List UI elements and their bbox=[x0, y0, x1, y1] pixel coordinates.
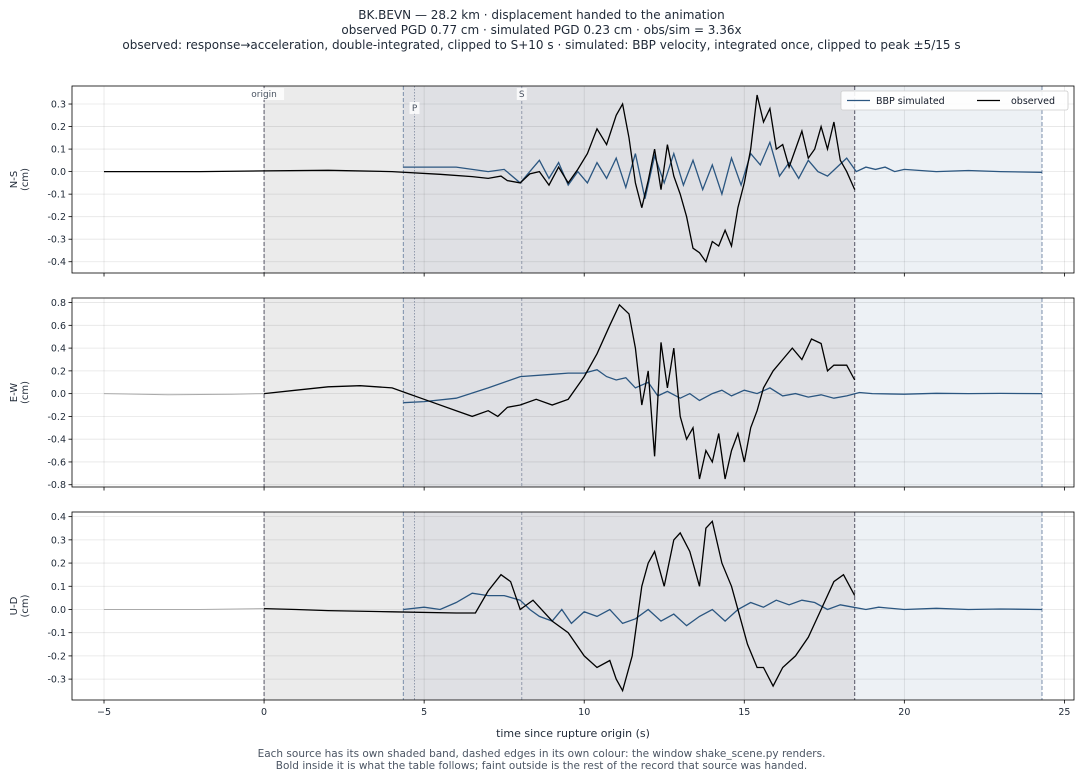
y-axis-label: N-S bbox=[9, 171, 20, 188]
y-tick-label: 0.2 bbox=[51, 366, 66, 377]
x-tick-label: 25 bbox=[1058, 707, 1070, 718]
panel-frame bbox=[71, 85, 1075, 274]
y-tick-label: 0.0 bbox=[51, 605, 66, 616]
chart-footnote: Each source has its own shaded band, das… bbox=[0, 748, 1083, 772]
y-tick-label: -0.2 bbox=[47, 212, 66, 223]
y-axis-label: (cm) bbox=[20, 168, 31, 191]
panel-0: -0.4 -0.3 -0.2 -0.1 0.0 0.1 0.2 0.3 N-S (cm) origi… bbox=[9, 85, 1075, 277]
x-tick-label: 5 bbox=[421, 707, 427, 718]
y-tick-label: -0.4 bbox=[47, 435, 66, 446]
observed-faint-line bbox=[104, 608, 265, 610]
y-tick-label: 0.1 bbox=[51, 582, 66, 593]
simulated-line bbox=[403, 368, 1043, 404]
x-tick-label: 0 bbox=[261, 707, 267, 718]
legend-label-observed: observed bbox=[1011, 96, 1055, 107]
footnote-line-2: Bold inside it is what the table follows… bbox=[275, 760, 808, 772]
y-axis-label: (cm) bbox=[20, 381, 31, 404]
legend: BBP simulated observed bbox=[840, 90, 1069, 111]
y-tick-label: 0.8 bbox=[51, 298, 66, 309]
observed-window-band bbox=[264, 86, 404, 273]
y-axis-label: U-D bbox=[9, 596, 20, 615]
marker-label-origin: origin bbox=[251, 90, 277, 100]
panel-frame bbox=[71, 511, 1075, 701]
y-tick-label: -0.6 bbox=[47, 457, 66, 468]
y-tick-label: -0.1 bbox=[47, 628, 66, 639]
y-tick-label: -0.2 bbox=[47, 651, 66, 662]
y-tick-label: -0.3 bbox=[47, 235, 66, 246]
x-axis-label: time since rupture origin (s) bbox=[496, 727, 650, 740]
simulated-line bbox=[403, 592, 1043, 627]
overlap-window-band bbox=[403, 298, 855, 487]
panel-traces bbox=[103, 303, 1043, 480]
chart-subtitle-pgd: observed PGD 0.77 cm · simulated PGD 0.2… bbox=[341, 23, 742, 37]
y-axis-label: E-W bbox=[9, 383, 20, 403]
footnote-line-1: Each source has its own shaded band, das… bbox=[257, 748, 826, 760]
legend-label-simulated: BBP simulated bbox=[876, 96, 945, 107]
marker-label-s: S bbox=[519, 90, 525, 100]
y-tick-label: -0.1 bbox=[47, 190, 66, 201]
marker-label-bg bbox=[409, 102, 420, 114]
y-tick-label: -0.3 bbox=[47, 675, 66, 686]
panel-frame bbox=[71, 297, 1075, 488]
observed-line bbox=[104, 94, 856, 264]
y-tick-label: 0.1 bbox=[51, 145, 66, 156]
simulated-window-band bbox=[854, 86, 1042, 273]
y-tick-label: 0.2 bbox=[51, 559, 66, 570]
observed-line bbox=[264, 303, 856, 480]
marker-label-p: P bbox=[412, 104, 418, 114]
y-tick-label: 0.2 bbox=[51, 122, 66, 133]
observed-line bbox=[264, 519, 856, 693]
observed-window-band bbox=[264, 512, 404, 700]
legend-box bbox=[840, 90, 1069, 111]
simulated-window-band bbox=[854, 512, 1042, 700]
y-tick-label: -0.4 bbox=[47, 257, 66, 268]
y-axis-label: (cm) bbox=[20, 594, 31, 617]
x-tick-label: 15 bbox=[738, 707, 750, 718]
x-tick-label: −5 bbox=[97, 707, 111, 718]
y-tick-label: -0.8 bbox=[47, 480, 66, 491]
y-tick-label: -0.2 bbox=[47, 412, 66, 423]
marker-label-bg bbox=[516, 88, 527, 100]
panel-1: -0.8 -0.6 -0.4 -0.2 0.0 0.2 0.4 0.6 0.8 E-W (cm) bbox=[9, 297, 1075, 491]
y-tick-label: 0.4 bbox=[51, 512, 66, 523]
y-tick-label: 0.0 bbox=[51, 167, 66, 178]
simulated-window-band bbox=[854, 298, 1042, 487]
y-tick-label: 0.3 bbox=[51, 535, 66, 546]
chart-subtitle-processing: observed: response→acceleration, double-… bbox=[122, 38, 961, 52]
chart-title-block: BK.BEVN — 28.2 km · displacement handed … bbox=[0, 8, 1083, 53]
y-tick-label: 0.0 bbox=[51, 389, 66, 400]
panel-traces bbox=[104, 519, 1043, 693]
marker-label-bg bbox=[244, 88, 285, 100]
chart-title: BK.BEVN — 28.2 km · displacement handed … bbox=[358, 8, 725, 22]
x-tick-label: 10 bbox=[578, 707, 590, 718]
y-tick-label: 0.3 bbox=[51, 100, 66, 111]
observed-faint-line bbox=[103, 393, 265, 396]
observed-window-band bbox=[264, 298, 404, 487]
panel-traces bbox=[104, 94, 1043, 264]
y-tick-label: 0.4 bbox=[51, 344, 66, 355]
x-tick-label: 20 bbox=[898, 707, 910, 718]
simulated-line bbox=[403, 140, 1043, 199]
displacement-chart: -0.4-0.3-0.2-0.10.00.10.20.3N-S (cm)origi… bbox=[9, 85, 1075, 740]
panel-2: -0.3 -0.2 -0.1 0.0 0.1 0.2 0.3 0.4 −5 0 5 10 15 20 25 U… bbox=[9, 511, 1075, 718]
y-tick-label: 0.6 bbox=[51, 321, 66, 332]
overlap-window-band bbox=[403, 86, 855, 273]
